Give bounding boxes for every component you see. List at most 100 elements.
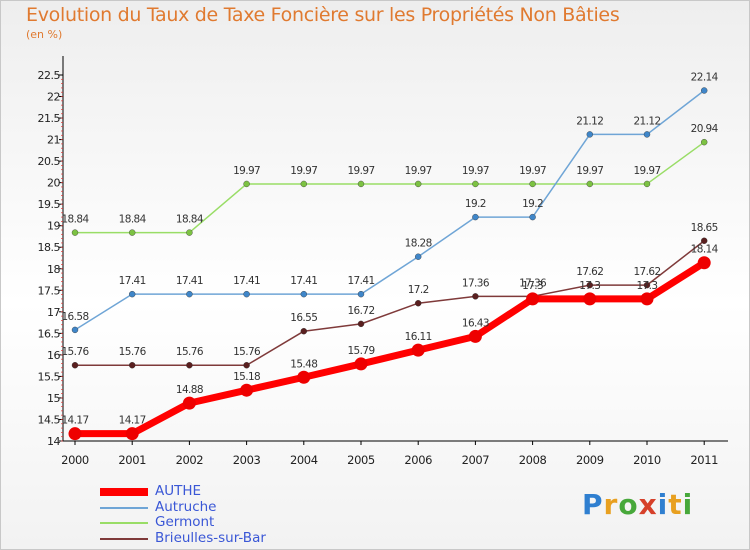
data-label-authe: 18.14: [691, 244, 719, 256]
data-label-germont: 19.97: [576, 165, 603, 177]
data-label-authe: 15.18: [233, 371, 260, 383]
x-tick-label: 2010: [633, 453, 661, 467]
data-label-brieulles-sur-bar: 17.36: [519, 277, 547, 289]
series-line-germont: [74, 141, 705, 234]
y-tick-label: 18: [47, 263, 60, 276]
data-point-brieulles-sur-bar: [71, 362, 79, 369]
chart-title: Evolution du Taux de Taxe Foncière sur l…: [26, 4, 620, 26]
data-label-brieulles-sur-bar: 16.72: [347, 305, 374, 317]
data-point-authe: [354, 357, 368, 371]
y-tick-label: 19.5: [38, 198, 61, 211]
data-point-brieulles-sur-bar: [300, 328, 307, 335]
x-tick-label: 2007: [462, 453, 490, 467]
x-tick-label: 2006: [404, 453, 432, 467]
data-label-germont: 19.97: [405, 165, 432, 177]
data-label-brieulles-sur-bar: 18.65: [691, 222, 718, 234]
legend-swatch-brieulles: [100, 538, 148, 540]
series-line-autruche: [74, 89, 705, 331]
y-tick-label: 19: [47, 220, 60, 233]
legend-label-brieulles: Brieulles-sur-Bar: [155, 530, 266, 546]
data-point-authe: [640, 292, 654, 306]
data-point-germont: [243, 180, 250, 188]
data-label-brieulles-sur-bar: 17.62: [633, 266, 660, 278]
y-tick-label: 21.5: [38, 112, 61, 125]
legend-swatch-germont: [100, 522, 148, 524]
data-label-authe: 14.17: [119, 415, 146, 427]
proxiti-logo: Proxiti: [582, 488, 694, 521]
data-point-autruche: [186, 290, 193, 298]
y-unit-label: (en %): [26, 28, 63, 41]
data-label-autruche: 17.41: [290, 275, 317, 287]
data-label-germont: 18.84: [61, 214, 89, 226]
y-tick-label: 14: [47, 435, 60, 448]
data-point-germont: [357, 180, 365, 188]
data-label-authe: 15.79: [347, 345, 374, 357]
y-tick-label: 20.5: [38, 155, 61, 168]
y-tick-label: 16.5: [38, 327, 61, 340]
data-point-germont: [300, 180, 307, 188]
data-label-authe: 17.3: [579, 280, 600, 292]
x-tick-label: 2008: [519, 453, 547, 467]
data-point-authe: [68, 427, 82, 441]
y-tick-label: 16: [47, 349, 60, 362]
data-label-germont: 19.97: [633, 165, 660, 177]
data-point-authe: [125, 427, 139, 441]
data-label-autruche: 22.14: [691, 72, 719, 84]
y-tick-label: 17.5: [38, 284, 61, 297]
data-point-autruche: [643, 131, 651, 138]
x-tick-label: 2009: [576, 453, 604, 467]
data-label-authe: 16.43: [462, 317, 489, 329]
data-label-germont: 19.97: [233, 165, 260, 177]
data-label-authe: 17.3: [522, 280, 543, 292]
data-point-autruche: [529, 213, 536, 221]
data-point-authe: [240, 383, 254, 397]
data-label-autruche: 17.41: [347, 275, 374, 287]
data-label-authe: 15.48: [290, 358, 317, 370]
data-point-autruche: [128, 290, 136, 298]
data-point-autruche: [701, 87, 708, 94]
data-label-brieulles-sur-bar: 17.62: [576, 266, 603, 278]
data-label-germont: 18.84: [176, 214, 204, 226]
data-point-brieulles-sur-bar: [472, 293, 479, 300]
data-label-germont: 18.84: [119, 214, 147, 226]
data-label-germont: 20.94: [691, 123, 719, 135]
y-tick-label: 15: [47, 392, 60, 405]
x-tick-label: 2002: [176, 453, 204, 467]
data-label-brieulles-sur-bar: 16.55: [290, 312, 317, 324]
data-point-authe: [583, 292, 597, 306]
data-label-autruche: 21.12: [576, 115, 603, 127]
data-label-autruche: 19.2: [465, 198, 486, 210]
data-point-autruche: [472, 213, 479, 221]
x-tick-label: 2000: [61, 453, 89, 467]
data-label-brieulles-sur-bar: 15.76: [176, 346, 204, 358]
legend-swatch-autruche: [100, 507, 148, 509]
y-tick-label: 20: [47, 177, 60, 190]
x-tick-label: 2004: [290, 453, 318, 467]
x-tick-label: 2005: [347, 453, 375, 467]
data-point-brieulles-sur-bar: [243, 362, 250, 369]
x-tick-label: 2001: [118, 453, 146, 467]
data-point-authe: [468, 329, 482, 343]
data-label-germont: 19.97: [290, 165, 317, 177]
data-point-authe: [526, 292, 540, 306]
y-tick-label: 22.5: [38, 69, 61, 82]
data-label-authe: 16.11: [405, 331, 432, 343]
y-tick-label: 22: [47, 91, 60, 104]
data-point-germont: [643, 180, 651, 188]
data-point-brieulles-sur-bar: [586, 281, 593, 289]
data-point-autruche: [357, 290, 365, 298]
y-tick-label: 18.5: [38, 241, 61, 254]
data-point-brieulles-sur-bar: [128, 362, 136, 369]
x-tick-label: 2011: [690, 453, 718, 467]
y-tick-label: 17: [47, 306, 60, 319]
data-point-authe: [297, 370, 311, 384]
data-label-autruche: 17.41: [119, 275, 146, 287]
data-label-autruche: 19.2: [522, 198, 543, 210]
data-point-germont: [128, 229, 136, 236]
data-point-brieulles-sur-bar: [357, 320, 365, 328]
data-point-autruche: [71, 326, 79, 334]
data-label-autruche: 18.28: [405, 238, 432, 250]
data-point-authe: [411, 343, 425, 357]
data-point-germont: [529, 180, 536, 188]
data-label-authe: 14.88: [176, 384, 203, 396]
